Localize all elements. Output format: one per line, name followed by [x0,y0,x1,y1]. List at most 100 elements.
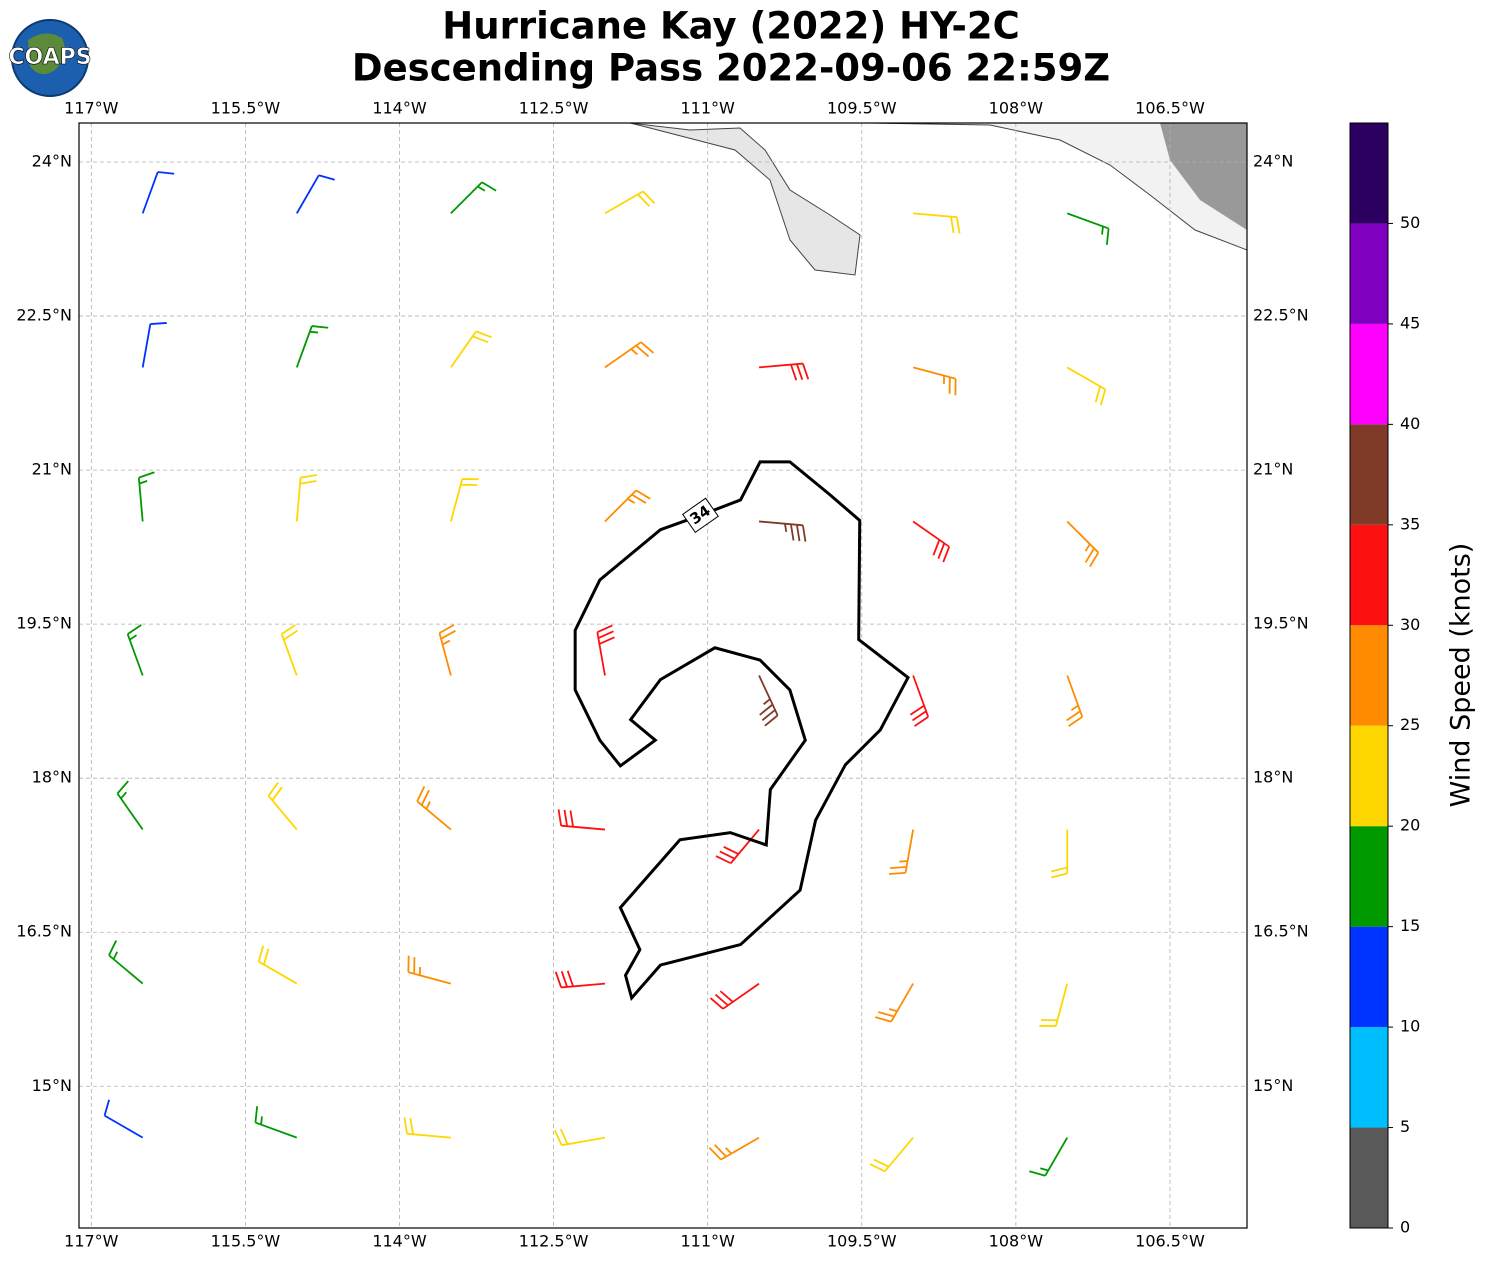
wind-barb [1029,1137,1069,1177]
wind-barb [1066,366,1107,406]
x-tick-label: 109.5°W [827,99,897,118]
barb-layer: 34 [103,171,1110,1177]
colorbar-tick-label: 50 [1400,213,1420,232]
wind-barb [554,1128,606,1147]
colorbar-frame [1349,122,1389,1229]
wind-barb [407,955,452,985]
colorbar-tick-label: 10 [1400,1017,1420,1036]
wind-barb [295,325,329,368]
wind-barb [103,1099,144,1139]
wind-barb [267,781,298,831]
colorbar-tick-label: 0 [1400,1218,1410,1237]
map-frame [78,122,1248,1229]
y-tick-label: 22.5°N [16,306,72,325]
x-tick-label: 109.5°W [827,1232,897,1251]
x-tick-label: 108°W [989,99,1044,118]
x-tick-label: 117°W [64,1232,119,1251]
y-tick-label: 21°N [1253,460,1293,479]
colorbar-segment [1350,1027,1388,1128]
colorbar-tick-label: 5 [1400,1117,1410,1136]
y-tick-label: 16.5°N [16,922,72,941]
colorbar-segment [1350,123,1388,224]
y-tick-label: 19.5°N [16,614,72,633]
y-tick-label: 21°N [32,460,72,479]
y-tick-label: 16.5°N [1253,922,1309,941]
wind-barb [438,624,456,676]
wind-barb [1066,520,1100,568]
x-tick-label: 112.5°W [519,99,589,118]
x-tick-label: 111°W [681,99,736,118]
colorbar-tick-label: 40 [1400,414,1420,433]
map-area: 34 [79,123,1247,1228]
y-tick-label: 18°N [32,768,72,787]
wind-barb [708,1136,760,1161]
wind-barb [1066,212,1110,245]
y-tick-label: 15°N [32,1076,72,1095]
x-tick-label: 115.5°W [211,1232,281,1251]
wind-barb [295,474,318,522]
wind-barb [913,212,961,234]
colorbar-tick-label: 45 [1400,313,1420,332]
wind-barb [912,520,951,563]
x-tick-label: 106.5°W [1135,99,1205,118]
wind-barb [554,970,606,989]
y-tick-label: 18°N [1253,768,1293,787]
colorbar-segment [1350,223,1388,324]
chart-subtitle: Descending Pass 2022-09-06 22:59Z [352,47,1110,90]
wind-barb [450,181,497,215]
colorbar-segment [1350,826,1388,927]
y-tick-label: 24°N [1253,152,1293,171]
x-tick-label: 108°W [989,1232,1044,1251]
wind-barb [1039,983,1069,1027]
x-tick-label: 114°W [372,1232,427,1251]
contour-line [573,460,910,1002]
wind-barb [888,829,915,875]
wind-barb [604,489,651,523]
colorbar-segment [1350,725,1388,827]
colorbar-segment [1350,524,1388,626]
colorbar-segment [1350,926,1388,1028]
mountains [1160,123,1247,230]
wind-barb [116,780,144,831]
y-tick-label: 15°N [1253,1076,1293,1095]
chart-title: Hurricane Kay (2022) HY-2C [442,5,1019,48]
wind-barb [758,362,810,381]
wind-barb [141,171,175,214]
x-tick-label: 106.5°W [1135,1232,1205,1251]
y-tick-label: 19.5°N [1253,614,1309,633]
x-tick-label: 111°W [681,1232,736,1251]
wind-barb [869,1137,914,1173]
wind-barb [403,1117,451,1139]
wind-barb [108,940,144,985]
colorbar-tick-label: 15 [1400,916,1420,935]
x-tick-label: 114°W [372,99,427,118]
wind-barb [557,809,606,831]
contour-label-box [682,497,719,534]
wind-barb [280,624,298,676]
wind-barb [604,190,656,215]
land [869,123,1247,251]
wind-barb [715,828,760,865]
y-tick-label: 24°N [32,152,72,171]
wind-barb [758,520,807,542]
x-tick-label: 117°W [64,99,119,118]
x-tick-label: 115.5°W [211,99,281,118]
wind-barb [257,945,298,985]
wind-barb [912,366,957,396]
wind-barb [450,330,492,368]
land [629,123,861,276]
wind-barb [1051,829,1069,879]
wind-barb [296,174,335,214]
wind-barb [604,341,655,369]
y-tick-label: 22.5°N [1253,306,1309,325]
colorbar-label: Wind Speed (knots) [1446,543,1477,808]
colorbar-tick-label: 35 [1400,514,1420,533]
colorbar-tick-label: 25 [1400,715,1420,734]
wind-barb [709,982,760,1010]
logo: COAPS [8,19,92,97]
colorbar-segment [1350,323,1388,425]
logo-text: COAPS [8,45,91,70]
colorbar-segment [1350,424,1388,525]
wind-barb [450,478,479,522]
